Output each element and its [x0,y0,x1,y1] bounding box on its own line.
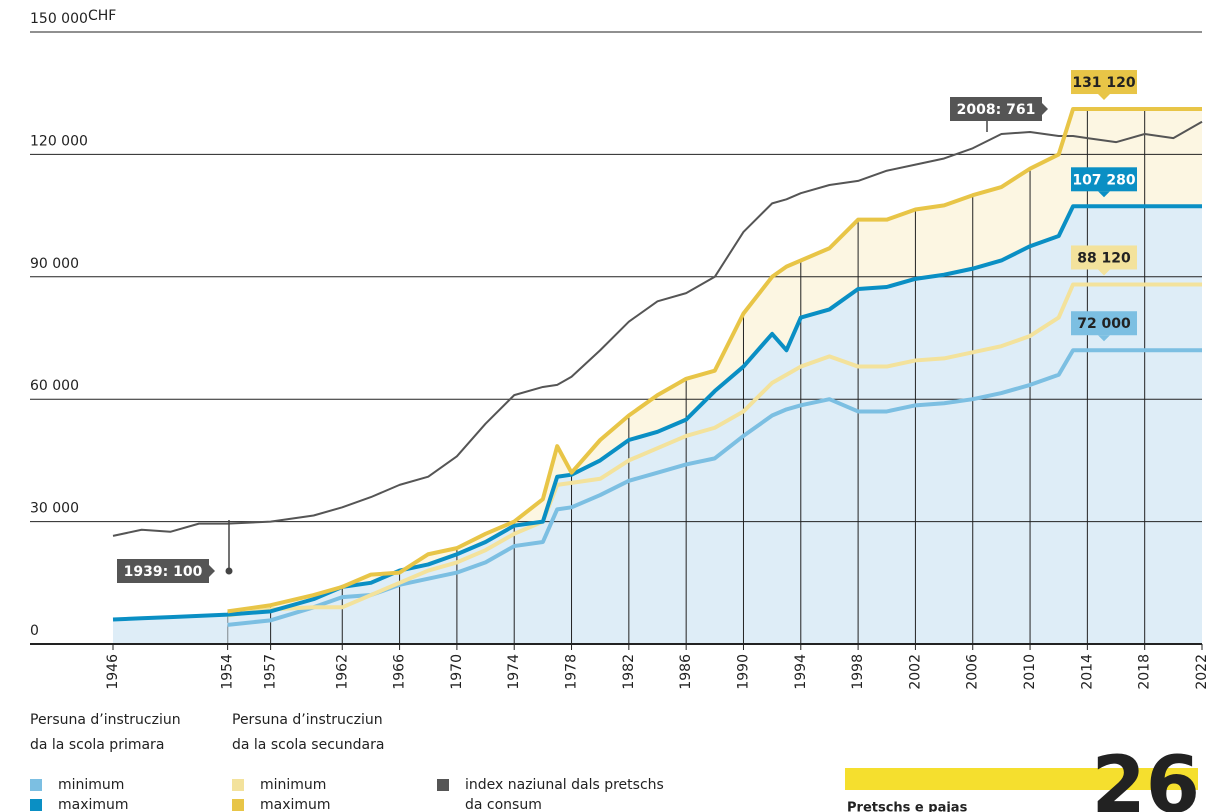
annotation-box [950,97,1042,121]
x-tick-label: 2002 [907,654,923,690]
legend-swatch [232,779,244,791]
x-tick-label: 1990 [735,654,751,690]
legend-group-title: Persuna d’instrucziun [30,712,181,728]
x-tick-label: 1978 [564,654,580,690]
footer-section: Pretschs e pajas [847,801,968,812]
y-tick-label: 120 000 [30,133,88,149]
legend-group-title: da la scola primara [30,737,164,753]
series-line [227,107,1202,614]
y-unit: CHF [88,8,116,24]
series-line [227,282,1202,618]
legend-label: minimum [260,777,326,793]
annotation: 1939: 100 [124,564,203,580]
legend-label: minimum [58,777,124,793]
legend-swatch [30,799,42,811]
annotation: 2008: 761 [957,102,1036,118]
annotation-pointer [209,565,215,577]
series-line [112,120,1203,537]
x-tick-label: 2022 [1194,654,1210,690]
end-label: 88 120 [1077,250,1131,266]
x-tick-label: 1974 [506,654,522,690]
end-label-box [1071,311,1137,336]
y-tick-label: 0 [30,623,39,639]
end-label: 107 280 [1072,172,1136,188]
legend-label: maximum [260,797,331,812]
x-tick-label: 1970 [449,654,465,690]
legend-label: maximum [58,797,129,812]
end-label-pointer [1098,94,1110,101]
legend-group-title: da la scola secundara [232,737,384,753]
annotation-box [117,559,209,583]
primary-area [113,206,1202,644]
end-label-box [1071,245,1137,270]
annotation-pointer [1042,103,1048,115]
end-label-pointer [1098,335,1110,342]
end-label-box [1071,167,1137,192]
x-tick-label: 1986 [678,654,694,690]
series-line [227,348,1202,627]
end-label-box [1071,70,1137,95]
end-label: 131 120 [1072,75,1136,91]
x-tick-label: 1966 [392,654,408,690]
x-tick-label: 1954 [220,654,236,690]
x-tick-label: 1957 [263,654,279,690]
x-tick-label: 1946 [105,654,121,690]
x-tick-label: 1994 [793,654,809,690]
footer-bar [845,768,1198,790]
x-tick-label: 1962 [334,654,350,690]
y-tick-label: 30 000 [30,501,79,517]
end-label-pointer [1098,191,1110,198]
legend-swatch [232,799,244,811]
y-tick-label: 60 000 [30,378,79,394]
legend-label: da consum [465,797,542,812]
footer-page: 26 [1091,741,1200,812]
y-tick-label: 150 000 [30,11,88,27]
legend-swatch [30,779,42,791]
annotation-dot [225,567,233,575]
x-tick-label: 2014 [1079,654,1095,690]
x-tick-label: 1982 [621,654,637,690]
x-tick-label: 2006 [965,654,981,690]
legend-group-title: Persuna d’instrucziun [232,712,383,728]
end-label: 72 000 [1077,316,1131,332]
x-tick-label: 1998 [850,654,866,690]
x-tick-label: 2018 [1137,654,1153,690]
y-tick-label: 90 000 [30,256,79,272]
end-label-pointer [1098,269,1110,276]
legend-swatch [437,779,449,791]
legend-label: index naziunal dals pretschs [465,777,664,793]
x-tick-label: 2010 [1022,654,1038,690]
